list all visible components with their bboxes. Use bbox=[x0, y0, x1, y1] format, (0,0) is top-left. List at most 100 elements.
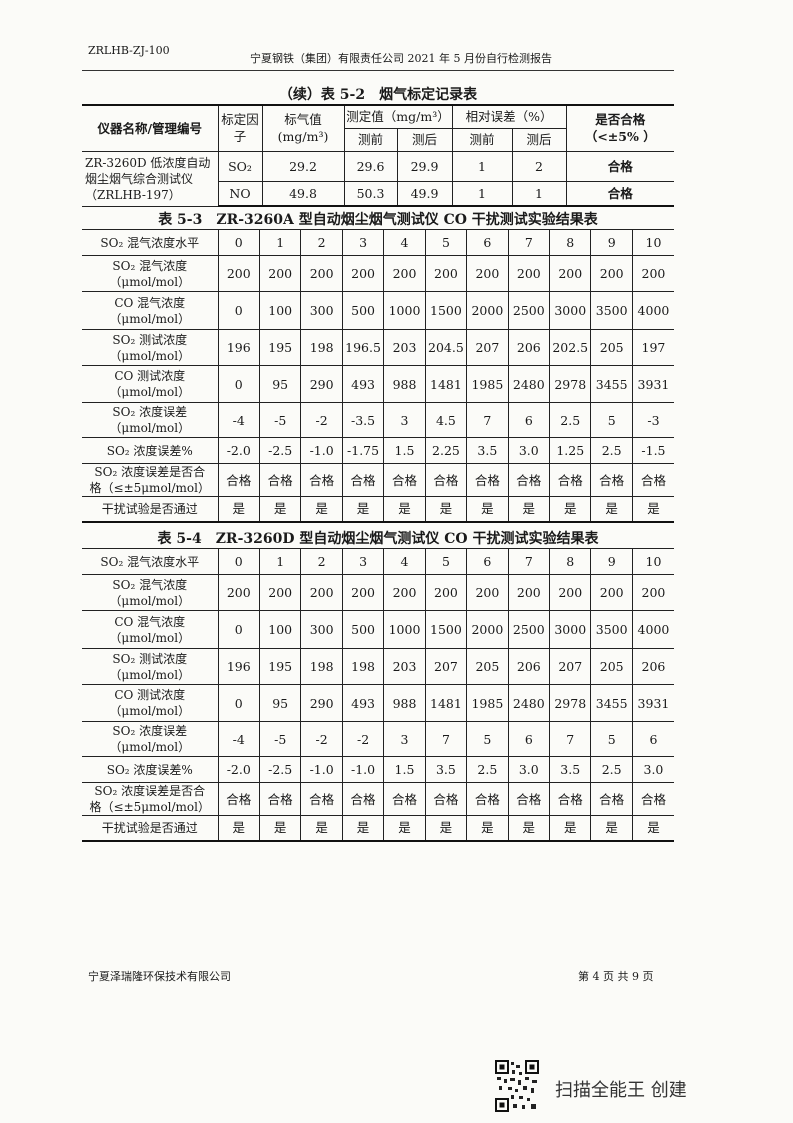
table-cell: 5 bbox=[466, 721, 509, 757]
table-row: SO₂ 浓度误差% -2.0 -2.5 -1.0 -1.75 1.5 2.25 3.5 3.0 1… bbox=[82, 437, 674, 464]
table-cell: 1 bbox=[258, 229, 302, 256]
table-cell: 7 bbox=[424, 721, 468, 757]
header-pass: 是否合格 （<±5% ） bbox=[565, 104, 675, 152]
table-row: SO₂ 测试浓度 （μmol/mol） 196 195 198 198 203 207 205 2… bbox=[82, 648, 674, 685]
after-cell: 29.9 bbox=[396, 150, 453, 182]
table-cell: 290 bbox=[300, 684, 343, 722]
table-cell: 493 bbox=[341, 365, 385, 403]
table-cell: 207 bbox=[466, 329, 509, 366]
table-cell: 是 bbox=[466, 496, 509, 523]
row-label: CO 测试浓度 （μmol/mol） bbox=[82, 365, 219, 403]
table-cell: 206 bbox=[507, 648, 551, 685]
table-cell: 合格 bbox=[507, 463, 551, 497]
table-cell: 1.25 bbox=[549, 437, 592, 464]
table-cell: -4 bbox=[217, 721, 260, 757]
table-cell: 200 bbox=[300, 574, 343, 611]
table-cell: 3000 bbox=[549, 610, 592, 649]
table-cell: 是 bbox=[424, 496, 468, 523]
header-factor: 标定因子 bbox=[217, 104, 263, 152]
table-cell: 100 bbox=[258, 610, 302, 649]
table-cell: 1.5 bbox=[383, 756, 426, 783]
table-cell: 3.0 bbox=[507, 437, 551, 464]
table-cell: 2.25 bbox=[424, 437, 468, 464]
table-cell: 200 bbox=[383, 255, 426, 292]
row-label-line: SO₂ 测试浓度 bbox=[112, 332, 188, 347]
table-cell: 是 bbox=[507, 815, 551, 842]
table-cell: -4 bbox=[217, 402, 260, 438]
table-cell: 合格 bbox=[300, 463, 343, 497]
row-label: SO₂ 混气浓度水平 bbox=[82, 548, 219, 575]
table-cell: 100 bbox=[258, 291, 302, 330]
table-cell: 合格 bbox=[631, 782, 674, 816]
factor-cell: SO₂ bbox=[217, 150, 263, 182]
table-cell: 合格 bbox=[549, 782, 592, 816]
table-cell: 合格 bbox=[466, 782, 509, 816]
table-cell: 290 bbox=[300, 365, 343, 403]
row-label: CO 混气浓度 （μmol/mol） bbox=[82, 610, 219, 649]
table-cell: 7 bbox=[507, 548, 551, 575]
table-cell: 200 bbox=[507, 574, 551, 611]
table-cell: 是 bbox=[341, 496, 385, 523]
table-cell: 5 bbox=[424, 229, 468, 256]
table-cell: 是 bbox=[466, 815, 509, 842]
table-cell: 是 bbox=[383, 815, 426, 842]
table-cell: 300 bbox=[300, 291, 343, 330]
table-cell: 196 bbox=[217, 648, 260, 685]
row-label-line: SO₂ 测试浓度 bbox=[112, 651, 188, 666]
table-cell: 1 bbox=[258, 548, 302, 575]
row-label-unit: 格（≤±5μmol/mol） bbox=[89, 481, 210, 495]
table-cell: 2500 bbox=[507, 291, 551, 330]
table-cell: 200 bbox=[341, 255, 385, 292]
table-row: CO 混气浓度 （μmol/mol） 0 100 300 500 1000 1500 2000 2… bbox=[82, 610, 674, 649]
row-label-unit: （μmol/mol） bbox=[109, 593, 191, 608]
table-5-4: SO₂ 混气浓度水平 0 1 2 3 4 5 6 7 8 9 10 SO₂ 混气浓度 （μmol/mol）… bbox=[82, 548, 674, 842]
factor-cell: NO bbox=[218, 180, 263, 207]
table-cell: 合格 bbox=[341, 782, 385, 816]
table-cell: -1.0 bbox=[300, 756, 343, 783]
table-cell: 200 bbox=[631, 255, 674, 292]
row-label-line: CO 测试浓度 bbox=[114, 688, 186, 702]
table-cell: 6 bbox=[466, 229, 509, 256]
table-row: SO₂ 浓度误差 （μmol/mol） -4 -5 -2 -2 3 7 5 6 7 5 6 bbox=[82, 721, 674, 757]
row-label: SO₂ 混气浓度 （μmol/mol） bbox=[82, 574, 219, 611]
table-cell: 3000 bbox=[549, 291, 592, 330]
table-cell: -1.5 bbox=[631, 437, 674, 464]
table-5-2: 仪器名称/管理编号 标定因子 标气值 (mg/m³) 测定值（mg/m³） 相对误… bbox=[82, 104, 675, 207]
table-cell: 198 bbox=[300, 648, 343, 685]
table-row: CO 测试浓度 （μmol/mol） 0 95 290 493 988 1481 1985 248… bbox=[82, 365, 674, 403]
table-cell: 200 bbox=[631, 574, 674, 611]
row-label: SO₂ 混气浓度 （μmol/mol） bbox=[82, 255, 219, 292]
table-cell: 2480 bbox=[507, 684, 551, 722]
table-cell: 207 bbox=[424, 648, 468, 685]
table-cell: 2 bbox=[300, 548, 343, 575]
header-err-before: 测前 bbox=[451, 127, 513, 152]
table-cell: 200 bbox=[549, 574, 592, 611]
row-label-line: CO 混气浓度 bbox=[114, 614, 186, 629]
table-cell: -2 bbox=[300, 402, 343, 438]
row-label-unit: 格（≤±5μmol/mol） bbox=[89, 800, 210, 814]
row-label-line: 干扰试验是否通过 bbox=[101, 820, 198, 835]
table-row: SO₂ 混气浓度 （μmol/mol） 200 200 200 200 200 200 200 2… bbox=[82, 574, 674, 611]
page-number: 第 4 页 共 9 页 bbox=[578, 970, 654, 983]
table-cell: 是 bbox=[300, 815, 343, 842]
header-before: 测前 bbox=[344, 127, 398, 152]
table-cell: 合格 bbox=[549, 463, 592, 497]
table-cell: 是 bbox=[549, 815, 592, 842]
table-cell: -1.75 bbox=[341, 437, 385, 464]
table-cell: 8 bbox=[549, 548, 592, 575]
table-row: CO 混气浓度 （μmol/mol） 0 100 300 500 1000 1500 2000 2… bbox=[82, 291, 674, 330]
table-cell: 205 bbox=[590, 329, 633, 366]
table-cell: 2000 bbox=[466, 291, 509, 330]
table-cell: 是 bbox=[341, 815, 385, 842]
table-cell: 7 bbox=[549, 721, 592, 757]
table-cell: 200 bbox=[590, 255, 633, 292]
table-cell: -5 bbox=[258, 721, 302, 757]
row-label-line: SO₂ 浓度误差 bbox=[112, 724, 188, 738]
row-label-line: CO 测试浓度 bbox=[114, 369, 186, 383]
row-label: SO₂ 测试浓度 （μmol/mol） bbox=[82, 329, 219, 366]
table-cell: 4000 bbox=[631, 291, 674, 330]
table-cell: 是 bbox=[258, 496, 302, 523]
table-row: SO₂ 测试浓度 （μmol/mol） 196 195 198 196.5 203 204.5… bbox=[82, 329, 674, 366]
table-cell: 10 bbox=[631, 548, 674, 575]
table-cell: 合格 bbox=[300, 782, 343, 816]
